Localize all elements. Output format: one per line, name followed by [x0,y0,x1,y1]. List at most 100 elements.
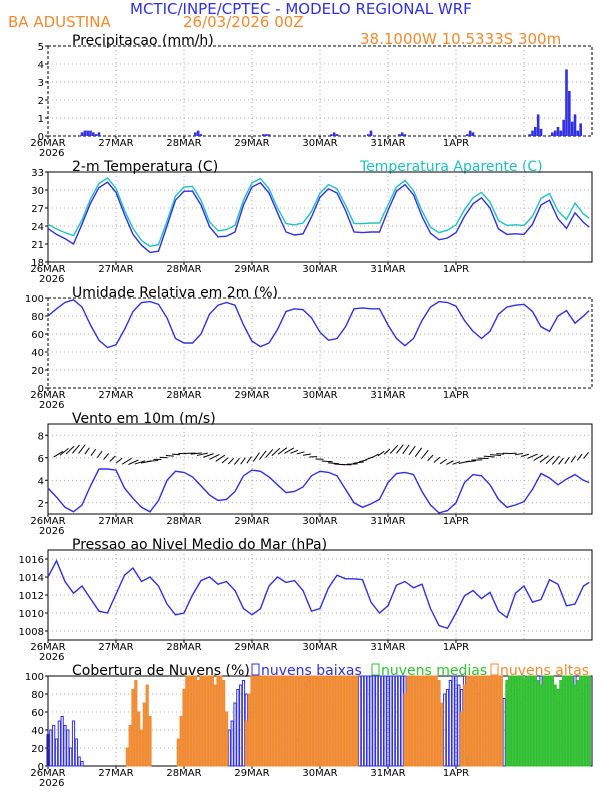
high-cloud-bar [258,675,263,767]
high-cloud-bar [488,675,492,767]
mid-cloud-bar [553,684,557,767]
high-cloud-bar [426,675,430,767]
humidity-panel: 0 20 40 60 80 100 26MAR 27MAR 28MAR 29MAR 30MAR 31M… [25,294,593,411]
high-cloud-bar [315,675,319,767]
mid-cloud-bar [545,675,549,767]
wind-barb [265,449,274,458]
wind-barb [115,457,123,464]
low-cloud-bar [80,761,84,767]
legend-mid-swatch [371,663,380,676]
precip-bar [565,69,568,136]
high-cloud-bar [329,675,333,767]
precip-bar [573,114,577,136]
wind-barb [327,462,339,465]
x-date-label: 27MAR [98,642,133,653]
wind-barb [371,453,379,459]
low-cloud-bar [241,680,246,767]
low-cloud-bar [454,675,458,767]
mid-cloud-bar [550,675,554,767]
wind-barb [402,444,410,455]
x-date-label: 27MAR [98,516,133,527]
legend-low-swatch [251,663,260,676]
precip-bar [264,134,268,136]
low-cloud-bar [69,747,73,767]
wind-barb [246,456,252,464]
mid-cloud-bar [505,680,509,767]
high-cloud-bar [428,675,433,767]
y-tick-label: 2 [38,499,44,510]
wind-barb [452,461,461,465]
wind-barb [321,460,333,463]
cloud-title: Cobertura de Nuvens (%) [72,663,250,679]
high-cloud-bar [278,675,282,767]
header-title: MCTIC/INPE/CPTEC - MODELO REGIONAL WRF [130,0,472,18]
low-cloud-bar [457,684,461,767]
high-cloud-bar [142,702,146,767]
high-cloud-bar [312,675,316,767]
high-cloud-bar [275,675,280,767]
wind-barb [396,444,404,454]
high-cloud-bar [496,675,501,767]
precip-bar [86,130,89,136]
low-cloud-bar [77,756,81,767]
wind-title: Vento em 10m (m/s) [72,411,216,427]
header-location: BA ADUSTINA [8,13,111,31]
high-cloud-bar [468,675,472,767]
low-cloud-bar [63,725,67,767]
wind-barb [53,450,64,458]
mid-cloud-bar [508,675,512,767]
x-date-label: 1APR [443,138,469,149]
high-cloud-bar [188,675,192,767]
wind-barb [78,444,86,454]
low-cloud-bar [358,675,362,767]
high-cloud-bar [213,684,217,767]
x-date-label: 29MAR [234,390,269,401]
y-tick-label: 20 [31,744,44,755]
high-cloud-bar [499,675,503,767]
wind-barb [59,448,69,456]
pressure-title: Pressao ao Nivel Medio do Mar (hPa) [72,537,327,553]
high-cloud-bar [460,711,464,767]
wind-barb [90,448,97,456]
x-year-label: 2026 [39,400,64,411]
high-cloud-bar [281,675,285,767]
y-tick-label: 0 [38,762,44,773]
low-cloud-bar [445,689,450,767]
high-cloud-bar [190,675,195,767]
high-cloud-bar [301,675,305,767]
x-date-label: 29MAR [234,138,269,149]
mid-cloud-bar [570,675,574,767]
x-date-label: 30MAR [302,768,337,779]
high-cloud-bar [477,675,481,767]
high-cloud-bar [219,675,223,767]
wind-barb [128,459,139,465]
x-date-label: 30MAR [302,516,337,527]
high-cloud-bar [406,675,410,767]
y-tick-label: 1010 [19,609,44,620]
high-cloud-bar [128,725,132,767]
high-cloud-bar [332,675,336,767]
mid-cloud-bar [581,675,586,767]
x-date-label: 1APR [443,516,469,527]
precip-bar [536,114,540,136]
high-cloud-bar [207,675,212,767]
low-cloud-bar [360,675,365,767]
high-cloud-bar [273,675,277,767]
precip-bar [92,132,95,136]
wind-barb [446,460,454,465]
mid-cloud-bar [556,689,560,767]
x-date-label: 31MAR [370,516,405,527]
high-cloud-bar [210,675,214,767]
wind-barb [408,445,416,456]
low-cloud-bar [60,716,64,767]
high-cloud-bar [199,675,203,767]
y-tick-label: 18 [31,258,44,269]
mid-cloud-bar [564,675,569,767]
wind-barb [583,451,590,459]
precip-panel: 0 1 2 3 4 5 26MAR 27MAR 28MAR 29MAR 30MAR 31MAR 1APR… [30,42,593,159]
y-tick-label: 40 [31,726,44,737]
legend-high-clouds: nuvens altas [500,663,589,679]
wind-barb [427,454,434,462]
high-cloud-bar [131,689,135,767]
